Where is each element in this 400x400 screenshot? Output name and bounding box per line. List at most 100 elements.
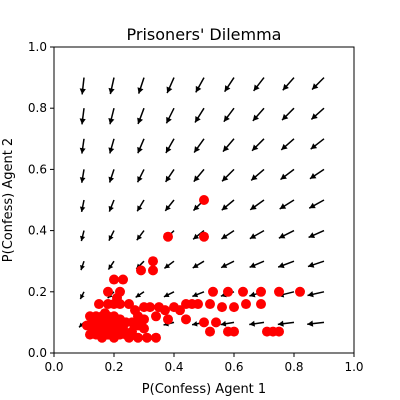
vector-arrow-head [137,117,144,125]
vector-arrow-head [195,116,201,123]
vector-arrow [79,138,86,154]
data-point [229,326,239,337]
vector-arrow [252,107,265,122]
vector-arrow [165,168,175,183]
vector-arrow [249,229,265,240]
vector-arrow [79,230,86,242]
vector-arrow-head [193,175,200,182]
vector-arrow-head [165,204,171,211]
vector-arrow [308,229,325,239]
vector-arrow [281,107,295,121]
vector-arrow [307,291,325,298]
data-point [175,305,185,316]
vector-arrow-head [79,118,86,125]
vector-arrow-head [195,85,202,93]
data-point [274,286,284,297]
vector-arrow [165,138,175,154]
data-point [223,286,233,297]
vector-arrow [220,320,235,327]
vector-arrow-head [79,147,86,154]
vector-arrow-head [282,83,289,91]
vector-arrow [79,169,86,183]
data-point [256,299,266,310]
data-point [217,302,227,313]
vector-arrow-head [166,116,172,124]
data-point [256,286,266,297]
vector-arrow-head [163,292,170,298]
vector-arrow [223,107,235,123]
vector-arrow-head [108,264,114,270]
data-point [199,195,209,205]
vector-arrow-head [192,321,198,327]
x-axis: 0.0 0.2 0.4 0.6 0.8 1.0 [44,353,364,374]
vector-arrow-head [79,235,86,242]
vector-arrow-head [137,176,143,183]
vector-arrow-head [135,292,142,298]
vector-arrow [253,77,265,92]
vector-arrow-head [279,203,287,209]
y-tick-label: 0.0 [28,346,47,360]
y-tick-label: 0.6 [28,162,47,176]
vector-arrow-head [222,175,229,182]
y-axis-label: P(Confess) Agent 2 [1,138,16,262]
vector-arrow [277,320,295,327]
y-tick-label: 1.0 [28,40,47,54]
vector-arrow [280,168,295,181]
vector-arrow-head [108,176,115,183]
chart-title: Prisoners' Dilemma [127,25,282,44]
vector-arrow-head [253,84,260,91]
vector-arrow [221,199,235,211]
vector-arrow [221,229,235,240]
vector-arrow [310,138,325,150]
vector-arrow-head [309,202,316,209]
data-point [151,311,161,322]
data-point [199,231,209,242]
vector-arrow-head [252,114,259,121]
vector-arrow-head [194,146,201,153]
vector-arrow-head [249,233,257,239]
data-points [82,195,305,343]
data-point [160,305,170,316]
vector-arrow [137,138,145,154]
vector-arrow [137,77,145,94]
vector-arrow-head [250,203,257,210]
data-point [133,332,143,343]
vector-arrow [136,230,145,241]
y-tick-label: 0.4 [28,224,47,238]
y-tick-label: 0.8 [28,101,47,115]
vector-arrow [220,260,235,269]
vector-arrow-head [221,233,228,239]
vector-arrow [136,199,145,212]
vector-arrow-head [278,262,285,269]
data-point [151,332,161,343]
vector-arrow-head [108,205,114,212]
vector-arrow-head [137,87,144,94]
y-tick-label: 0.2 [28,285,47,299]
vector-arrow [310,107,325,120]
data-point [199,317,209,328]
vector-arrow [249,260,265,269]
vector-arrow-head [249,320,256,327]
vector-arrow [135,291,145,298]
vector-arrow-head [221,204,228,211]
vector-arrow-head [223,145,230,152]
vector-arrow-head [108,118,115,125]
data-point [241,299,251,310]
vector-arrow [278,229,295,239]
vector-arrow-head [108,235,114,241]
vector-arrow [307,320,325,327]
vector-arrow [108,77,115,95]
vector-arrow [166,77,175,94]
vector-arrow [108,108,115,125]
vector-arrow [249,199,265,211]
vector-arrow [163,260,175,269]
data-point [163,314,173,325]
data-point [181,299,191,310]
data-point [193,299,203,310]
vector-arrow [221,168,235,182]
data-point [148,265,158,276]
data-point [295,286,305,297]
vector-arrow-head [79,206,86,212]
vector-arrow-head [223,115,230,122]
